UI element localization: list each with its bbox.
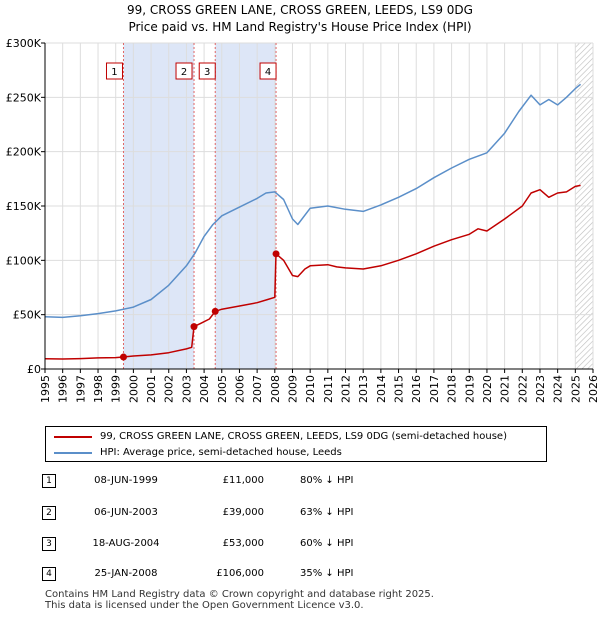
legend-label-property: 99, CROSS GREEN LANE, CROSS GREEN, LEEDS…: [100, 431, 507, 442]
sale-date: 18-AUG-2004: [92, 538, 160, 549]
x-tick-label: 1998: [92, 375, 105, 403]
x-tick-label: 1996: [57, 375, 70, 403]
sale-number-box: 3: [198, 62, 216, 80]
sale-hpi-diff: 35% ↓ HPI: [300, 568, 354, 579]
x-tick-label: 2016: [410, 375, 423, 403]
sale-price: £39,000: [222, 507, 264, 518]
x-tick-label: 2001: [145, 375, 158, 403]
sale-date: 25-JAN-2008: [94, 568, 158, 579]
title-line-2: Price paid vs. HM Land Registry's House …: [128, 20, 472, 34]
x-tick-label: 2012: [340, 375, 353, 403]
table-row: 1 08-JUN-1999 £11,000 80% ↓ HPI: [0, 472, 600, 492]
x-tick-label: 2026: [587, 375, 600, 403]
x-tick-label: 2004: [198, 375, 211, 403]
y-tick-label: £0: [27, 363, 41, 376]
sale-box-frame: [175, 62, 193, 80]
legend: 99, CROSS GREEN LANE, CROSS GREEN, LEEDS…: [45, 426, 547, 462]
sale-box-label: 3: [204, 67, 210, 78]
x-tick-label: 2003: [180, 375, 193, 403]
x-tick-label: 2023: [534, 375, 547, 403]
y-tick-label: £250K: [6, 91, 42, 104]
sale-box-frame: [198, 62, 216, 80]
legend-swatch-property: [54, 436, 92, 438]
sale-hpi-diff: 80% ↓ HPI: [300, 475, 354, 486]
sale-hpi-diff: 63% ↓ HPI: [300, 507, 354, 518]
x-tick-label: 1999: [110, 375, 123, 403]
sale-point: [211, 307, 219, 315]
x-tick-label: 2000: [127, 375, 140, 403]
table-row: 2 06-JUN-2003 £39,000 63% ↓ HPI: [0, 504, 600, 524]
footer-copyright: Contains HM Land Registry data © Crown c…: [45, 589, 434, 600]
x-tick-label: 1995: [39, 375, 52, 403]
sale-price: £11,000: [222, 475, 264, 486]
x-tick-label: 2024: [552, 375, 565, 403]
x-tick-label: 2007: [251, 375, 264, 403]
hpi-series-line: [44, 83, 582, 319]
x-tick-label: 2002: [163, 375, 176, 403]
x-tick-label: 2020: [481, 375, 494, 403]
footer-licence: This data is licensed under the Open Gov…: [45, 600, 364, 611]
sale-point: [190, 323, 198, 331]
property-series-line: [44, 184, 581, 360]
x-tick-label: 2021: [499, 375, 512, 403]
y-tick-label: £100K: [6, 254, 42, 267]
sale-number-badge: 3: [42, 537, 56, 551]
x-tick-label: 2006: [233, 375, 246, 403]
x-tick-label: 2009: [286, 375, 299, 403]
table-row: 3 18-AUG-2004 £53,000 60% ↓ HPI: [0, 535, 600, 555]
x-tick-label: 2013: [357, 375, 370, 403]
x-tick-label: 1997: [74, 375, 87, 403]
table-row: 4 25-JAN-2008 £106,000 35% ↓ HPI: [0, 565, 600, 585]
x-tick-label: 2010: [304, 375, 317, 403]
y-tick-label: £200K: [6, 146, 42, 159]
x-tick-label: 2008: [269, 375, 282, 403]
x-tick-label: 2025: [569, 375, 582, 403]
y-tick-label: £50K: [13, 309, 42, 322]
y-tick-label: £150K: [6, 200, 42, 213]
sale-number-badge: 2: [42, 506, 56, 520]
sale-box-label: 4: [265, 67, 271, 78]
sale-number-badge: 4: [42, 567, 56, 581]
chart-title: 99, CROSS GREEN LANE, CROSS GREEN, LEEDS…: [0, 2, 600, 36]
sale-box-label: 2: [181, 67, 187, 78]
sale-box-frame: [105, 62, 123, 80]
sale-price: £106,000: [216, 568, 264, 579]
sale-box-label: 1: [111, 67, 117, 78]
legend-swatch-hpi: [54, 452, 92, 454]
x-tick-label: 2005: [216, 375, 229, 403]
sale-number-badge: 1: [42, 474, 56, 488]
x-tick-label: 2019: [463, 375, 476, 403]
footer: Contains HM Land Registry data © Crown c…: [45, 589, 434, 611]
x-tick-label: 2017: [428, 375, 441, 403]
sale-point: [272, 250, 280, 258]
legend-label-hpi: HPI: Average price, semi-detached house,…: [100, 447, 342, 458]
y-tick-label: £300K: [6, 37, 42, 50]
sale-number-box: 4: [259, 62, 277, 80]
price-chart: 1 2 3 4 £0 £50K £100K £150K £200K £250K £300K 1995…: [6, 37, 600, 403]
title-line-1: 99, CROSS GREEN LANE, CROSS GREEN, LEEDS…: [127, 3, 473, 17]
x-tick-label: 2011: [322, 375, 335, 403]
x-tick-label: 2018: [446, 375, 459, 403]
sale-point: [119, 353, 127, 361]
sale-number-box: 2: [175, 62, 193, 80]
sale-hpi-diff: 60% ↓ HPI: [300, 538, 354, 549]
x-tick-label: 2014: [375, 375, 388, 403]
sale-price: £53,000: [222, 538, 264, 549]
sale-box-frame: [259, 62, 277, 80]
sale-date: 06-JUN-2003: [94, 507, 158, 518]
x-tick-label: 2015: [393, 375, 406, 403]
sale-number-box: 1: [105, 62, 123, 80]
x-tick-label: 2022: [516, 375, 529, 403]
sale-date: 08-JUN-1999: [94, 475, 158, 486]
